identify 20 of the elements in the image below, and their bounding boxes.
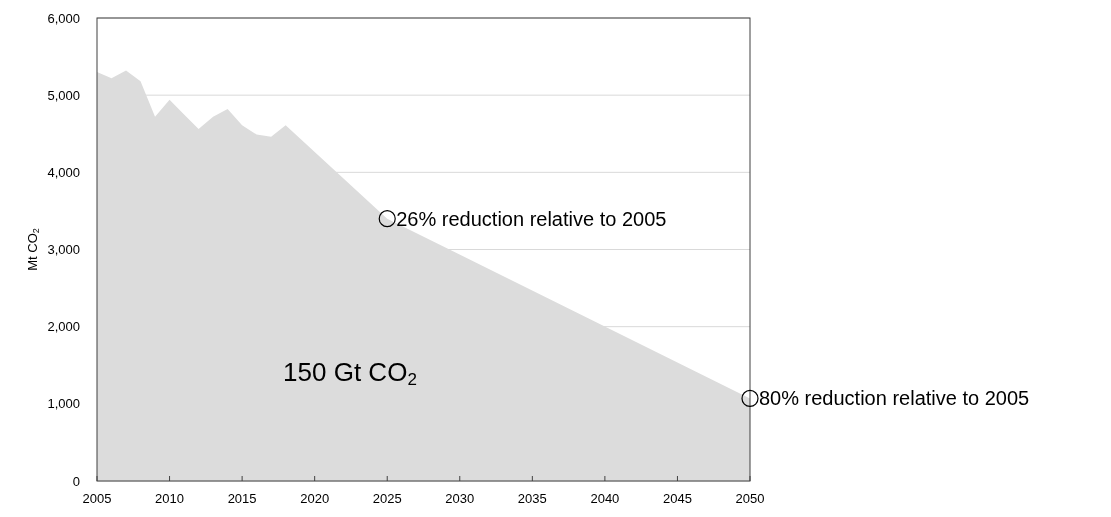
x-tick-label: 2015 bbox=[227, 491, 257, 506]
x-tick-label: 2025 bbox=[372, 491, 402, 506]
y-tick-label: 6,000 bbox=[47, 10, 80, 26]
annotation: 150 Gt CO$_{2}$ bbox=[283, 357, 417, 390]
annotation: 26% reduction relative to 2005 bbox=[396, 207, 667, 230]
x-tick-label: 2040 bbox=[590, 491, 620, 506]
x-tick-label: 2050 bbox=[735, 491, 765, 506]
y-tick-label: 5,000 bbox=[47, 87, 80, 103]
y-tick-label: 3,000 bbox=[47, 242, 80, 257]
x-tick-label: 2010 bbox=[155, 491, 185, 506]
x-tick-label: 2005 bbox=[82, 491, 112, 506]
y-tick-label: 2,000 bbox=[47, 319, 80, 335]
x-tick-label: 2020 bbox=[300, 491, 330, 506]
y-tick-label: 1,000 bbox=[47, 396, 80, 412]
y-tick-label: 0 bbox=[72, 473, 80, 489]
annotation: 80% reduction relative to 2005 bbox=[759, 387, 1030, 410]
y-tick-label: 4,000 bbox=[47, 164, 80, 180]
x-tick-label: 2030 bbox=[445, 491, 475, 506]
x-tick-label: 2045 bbox=[662, 491, 692, 506]
x-tick-label: 2035 bbox=[517, 491, 547, 506]
